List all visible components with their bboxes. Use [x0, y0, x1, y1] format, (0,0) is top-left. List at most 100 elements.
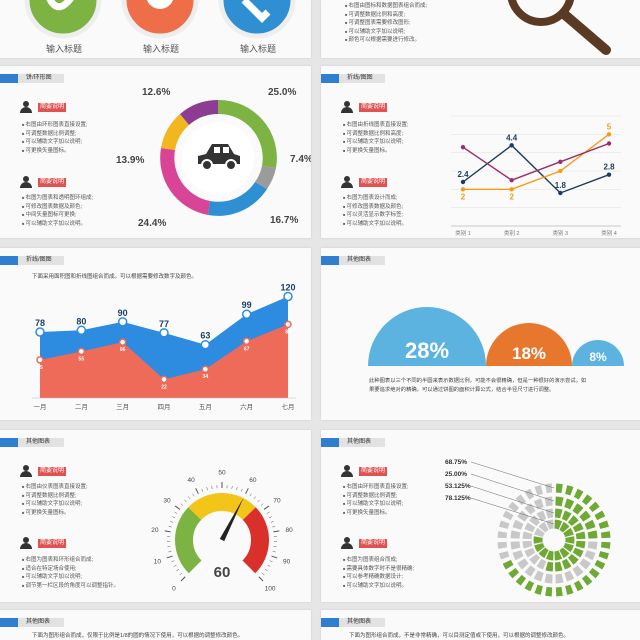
ring-segment — [561, 558, 572, 570]
bullet-list: 右图为图表和透明图环组成;可修改图表数据及颜色; 中间矢量图标可更换;可以辅助文… — [22, 194, 94, 228]
data-label: 90 — [118, 308, 128, 318]
ring-segment — [499, 520, 510, 529]
gauge-tick — [211, 485, 213, 489]
ring-leader-line — [470, 473, 555, 502]
x-tick-label: 类别 3 — [553, 229, 569, 237]
ring-label: 78.125% — [445, 495, 471, 502]
data-point — [117, 317, 128, 327]
gauge-tick — [245, 488, 249, 494]
gauge-tick — [176, 569, 180, 572]
ring-segment — [598, 520, 609, 529]
donut-segment-green — [218, 99, 277, 168]
data-label: 99 — [242, 300, 252, 310]
ring-segment — [499, 551, 510, 560]
slide-magnifier: 右图由图标和数据图表组合而成; 可调整数据比例和高度; 可调整图表需要修改图形;… — [321, 0, 640, 58]
gauge-tick — [171, 560, 175, 563]
ring-segment — [497, 541, 508, 549]
person-icon — [20, 176, 32, 188]
ring-segment — [564, 498, 575, 510]
data-point — [36, 356, 44, 364]
ring-segment — [529, 553, 541, 565]
gauge-tick-label: 30 — [163, 498, 171, 505]
ring-segment — [533, 570, 544, 582]
gauge-tick — [174, 511, 178, 514]
ring-segment — [522, 531, 533, 540]
x-tick-label: 二月 — [75, 403, 88, 411]
ring-segment — [563, 542, 574, 553]
ring-segment — [564, 570, 575, 582]
title-1: 输入标题 — [46, 44, 83, 54]
slide-bottom-left: 其他图表 下面为图形组合而成，仅限于比例是1/8的圆的情况下使用，可以根据的调整… — [0, 610, 311, 640]
gauge-tick — [172, 516, 176, 519]
data-point — [558, 190, 563, 196]
ring-segment — [584, 519, 596, 530]
ring-segment — [598, 551, 609, 560]
bullet-list: 右图为图表组合而成;需要具体数字时不是很精确; 可以参考精确数据设计;可以辅助文… — [343, 556, 415, 590]
data-label: 2 — [509, 192, 514, 201]
ring-segment — [502, 559, 514, 570]
blue-circle-icon — [218, 0, 296, 39]
ring-segment — [524, 503, 536, 515]
gauge-red-segment — [242, 507, 269, 574]
gauge-tick — [180, 503, 184, 506]
data-label: 78 — [35, 318, 45, 328]
pct-label: 24.4% — [138, 218, 166, 229]
ring-segment — [579, 510, 591, 522]
note-label: 简要说明 — [38, 103, 66, 112]
settings-icon — [146, 0, 174, 9]
note-label: 简要说明 — [38, 539, 66, 548]
ring-segment — [587, 530, 598, 539]
slide-tag: 饼/环形图 — [0, 74, 64, 83]
ring-segment — [588, 501, 600, 513]
note-label: 简要说明 — [359, 178, 387, 187]
data-label: 2.4 — [457, 170, 469, 179]
gauge-tick — [168, 526, 172, 528]
semicircle-8 — [572, 340, 624, 366]
data-point — [606, 172, 612, 177]
gauge-needle — [219, 497, 244, 542]
data-point — [159, 328, 169, 338]
ring-segment — [545, 586, 553, 597]
ring-segment — [538, 547, 549, 559]
x-tick-label: 七月 — [282, 402, 295, 411]
ring-segment — [567, 553, 579, 565]
title-2: 输入标题 — [143, 44, 180, 54]
x-tick-label: 类别 1 — [455, 229, 471, 237]
magnifier-icon — [507, 0, 611, 55]
data-label: 5 — [607, 122, 612, 131]
gauge-tick-label: 10 — [154, 559, 162, 566]
semicircle-18 — [486, 323, 572, 366]
ring-segment — [534, 485, 543, 496]
slide-line-chart: 折线/图图 简要说明 右图由折线图表直接设置;可调整数据比例和高度; 可以辅助文… — [321, 66, 640, 238]
gauge-tick — [260, 503, 264, 506]
ring-segment — [510, 541, 521, 550]
slide-tag: 其他图表 — [321, 438, 385, 447]
data-point — [242, 337, 251, 346]
bullet-list: 右图由折线图表直接设置;可调整数据比例和高度; 可以辅助文字加以说明;可更换矢量… — [343, 121, 409, 155]
person-icon — [20, 101, 32, 113]
gauge-tick — [249, 493, 252, 497]
slide-icons-titles: 输入标题 输入标题 输入标题 — [0, 0, 311, 58]
x-tick-label: 类别 4 — [601, 229, 617, 237]
ring-segment — [517, 510, 529, 522]
x-tick-label: 六月 — [240, 402, 253, 411]
gauge-tick — [184, 499, 187, 503]
gauge-tick — [240, 488, 243, 492]
ring-segment — [524, 565, 536, 577]
gauge-tick — [188, 496, 191, 500]
semicircle-chart: 28% 18% 8% — [368, 307, 624, 366]
ring-segment — [600, 531, 611, 539]
line-chart: 类别 1 类别 2 类别 3 类别 4 2.4 4.4 1.8 2.8 2 2 5 — [451, 115, 621, 237]
data-point — [509, 177, 514, 183]
area-series — [40, 324, 288, 398]
donut-segment-gray — [255, 166, 276, 189]
title-3: 输入标题 — [240, 44, 277, 54]
ring-segment — [572, 522, 584, 533]
ring-segment — [579, 558, 591, 570]
slide-tag: 其他图表 — [321, 618, 385, 627]
slide-tag: 折线/图图 — [321, 74, 385, 83]
data-label: 87 — [285, 329, 291, 335]
wrench-icon — [46, 0, 74, 11]
data-label: 1.8 — [555, 181, 567, 190]
data-point — [460, 187, 466, 192]
